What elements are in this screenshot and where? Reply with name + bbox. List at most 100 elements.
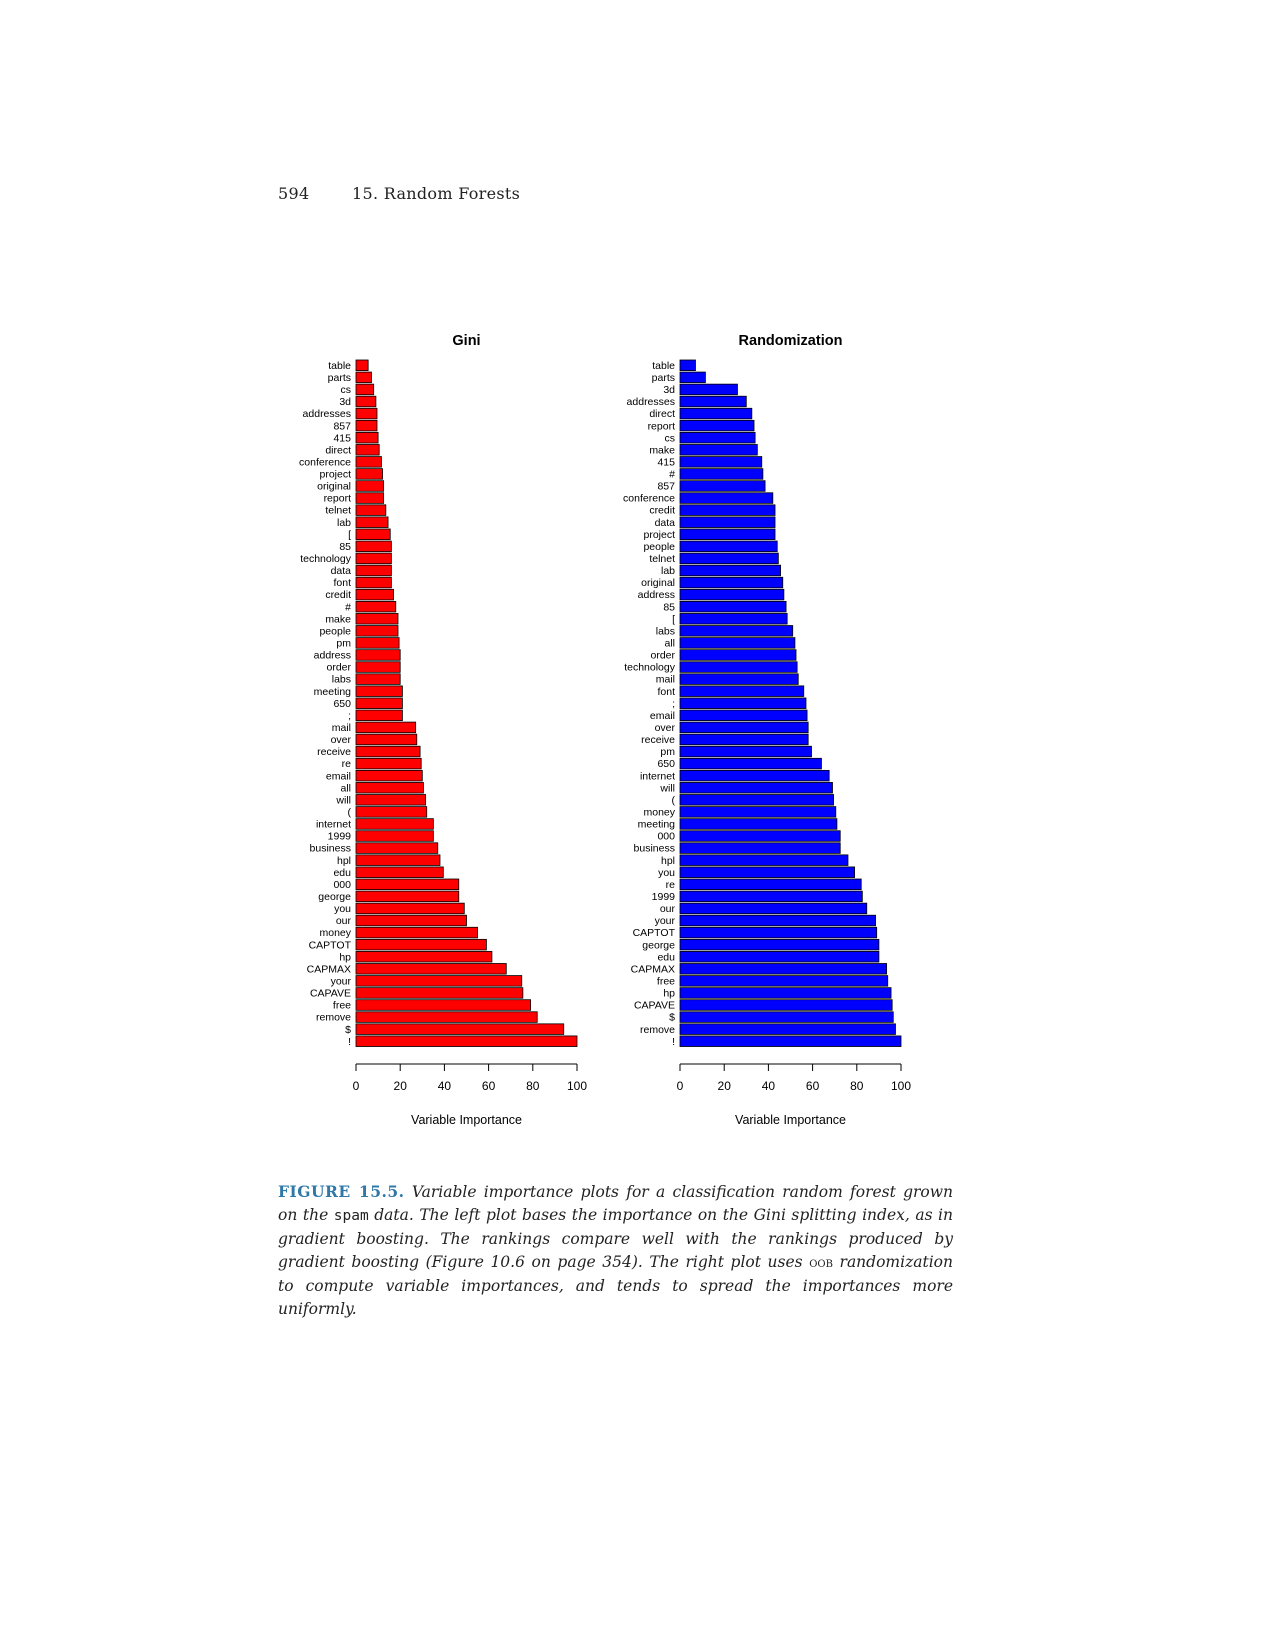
randomization-category-label: $ xyxy=(669,1012,675,1024)
randomization-bar xyxy=(679,673,799,685)
gini-bar xyxy=(355,492,385,504)
randomization-category-label: pm xyxy=(660,746,675,758)
gini-bar xyxy=(355,854,441,866)
gini-category-label: receive xyxy=(317,746,351,758)
caption-text-1: Variable importance plots for a classifi… xyxy=(278,1183,954,1224)
randomization-bar xyxy=(679,480,766,492)
figure-label: FIGURE 15.5. xyxy=(278,1182,405,1201)
gini-bar xyxy=(355,480,385,492)
gini-category-label: project xyxy=(319,469,351,481)
randomization-bar xyxy=(679,926,878,939)
gini-x-tick-label: 60 xyxy=(482,1079,496,1093)
gini-category-label: $ xyxy=(345,1024,351,1036)
randomization-category-label: receive xyxy=(641,734,675,746)
randomization-bar xyxy=(679,625,794,637)
randomization-category-label: font xyxy=(657,686,675,698)
randomization-bar xyxy=(679,878,862,891)
gini-category-label: all xyxy=(340,782,351,794)
gini-category-label: ( xyxy=(348,806,352,818)
randomization-category-label: hpl xyxy=(661,855,675,867)
gini-category-label: make xyxy=(325,613,351,625)
gini-category-label: [ xyxy=(348,529,351,541)
gini-bar xyxy=(355,938,487,951)
randomization-category-label: addresses xyxy=(627,396,675,408)
gini-category-label: telnet xyxy=(325,505,351,517)
randomization-bar xyxy=(679,552,779,565)
gini-bar xyxy=(355,456,382,468)
gini-bar xyxy=(355,926,478,939)
gini-bar xyxy=(355,806,428,818)
gini-bar xyxy=(355,649,401,661)
randomization-bar xyxy=(679,383,738,396)
randomization-bar xyxy=(679,456,763,468)
gini-category-label: 1999 xyxy=(328,831,352,843)
randomization-category-label: 3d xyxy=(663,384,675,396)
gini-bar xyxy=(355,395,377,408)
gini-x-tick-label: 0 xyxy=(353,1079,360,1093)
gini-category-label: font xyxy=(333,577,351,589)
gini-category-label: remove xyxy=(316,1012,351,1024)
gini-category-label: people xyxy=(319,625,351,637)
gini-bar xyxy=(355,637,400,649)
gini-bar xyxy=(355,721,417,734)
randomization-category-label: business xyxy=(634,843,675,855)
gini-bar xyxy=(355,987,524,999)
gini-bar xyxy=(355,504,387,516)
gini-bar xyxy=(355,468,383,480)
gini-bar xyxy=(355,757,422,770)
randomization-category-label: labs xyxy=(656,625,675,637)
randomization-category-label: telnet xyxy=(649,553,675,565)
randomization-bar xyxy=(679,890,863,903)
gini-bar xyxy=(355,963,507,975)
randomization-x-tick-label: 100 xyxy=(891,1079,911,1093)
randomization-bar xyxy=(679,516,776,528)
randomization-category-label: address xyxy=(638,589,675,601)
randomization-category-label: 85 xyxy=(663,601,675,613)
randomization-bar xyxy=(679,914,876,927)
randomization-category-label: free xyxy=(657,975,675,987)
gini-category-label: our xyxy=(336,915,352,927)
gini-category-label: you xyxy=(334,903,351,915)
randomization-category-label: 650 xyxy=(657,758,675,770)
randomization-category-label: george xyxy=(642,939,675,951)
randomization-bar xyxy=(679,733,809,746)
gini-category-label: 857 xyxy=(333,420,351,432)
randomization-bar xyxy=(679,419,755,432)
gini-category-label: free xyxy=(333,1000,351,1012)
gini-bar xyxy=(355,540,392,553)
randomization-bar xyxy=(679,866,855,878)
gini-category-label: edu xyxy=(333,867,351,879)
gini-bar xyxy=(355,359,369,372)
gini-bar xyxy=(355,830,434,842)
randomization-category-label: remove xyxy=(640,1024,675,1036)
gini-category-label: ! xyxy=(348,1036,351,1048)
gini-category-label: address xyxy=(314,650,351,662)
gini-bar xyxy=(355,914,467,927)
randomization-x-tick-label: 80 xyxy=(850,1079,864,1093)
randomization-bar xyxy=(679,963,888,975)
randomization-category-label: people xyxy=(643,541,675,553)
gini-category-label: 000 xyxy=(333,879,351,891)
gini-bar xyxy=(355,733,418,746)
randomization-bar xyxy=(679,576,784,589)
gini-category-label: cs xyxy=(341,384,352,396)
gini-category-label: email xyxy=(326,770,351,782)
randomization-bar xyxy=(679,601,787,613)
page-header: 594 15. Random Forests xyxy=(278,184,520,203)
randomization-category-label: data xyxy=(655,517,676,529)
randomization-bar xyxy=(679,745,812,758)
randomization-bar xyxy=(679,468,764,480)
randomization-bar xyxy=(679,999,893,1011)
randomization-bar xyxy=(679,782,833,794)
randomization-bar xyxy=(679,661,798,673)
randomization-category-label: our xyxy=(660,903,676,915)
gini-bar xyxy=(355,697,403,709)
gini-bar xyxy=(355,842,439,854)
randomization-category-label: ! xyxy=(672,1036,675,1048)
gini-bar xyxy=(355,601,397,613)
gini-category-label: will xyxy=(335,794,351,806)
caption-text-2: data. The left plot bases the importance… xyxy=(278,1206,953,1271)
randomization-bar xyxy=(679,697,807,709)
randomization-category-label: parts xyxy=(652,372,675,384)
randomization-category-label: internet xyxy=(640,770,675,782)
